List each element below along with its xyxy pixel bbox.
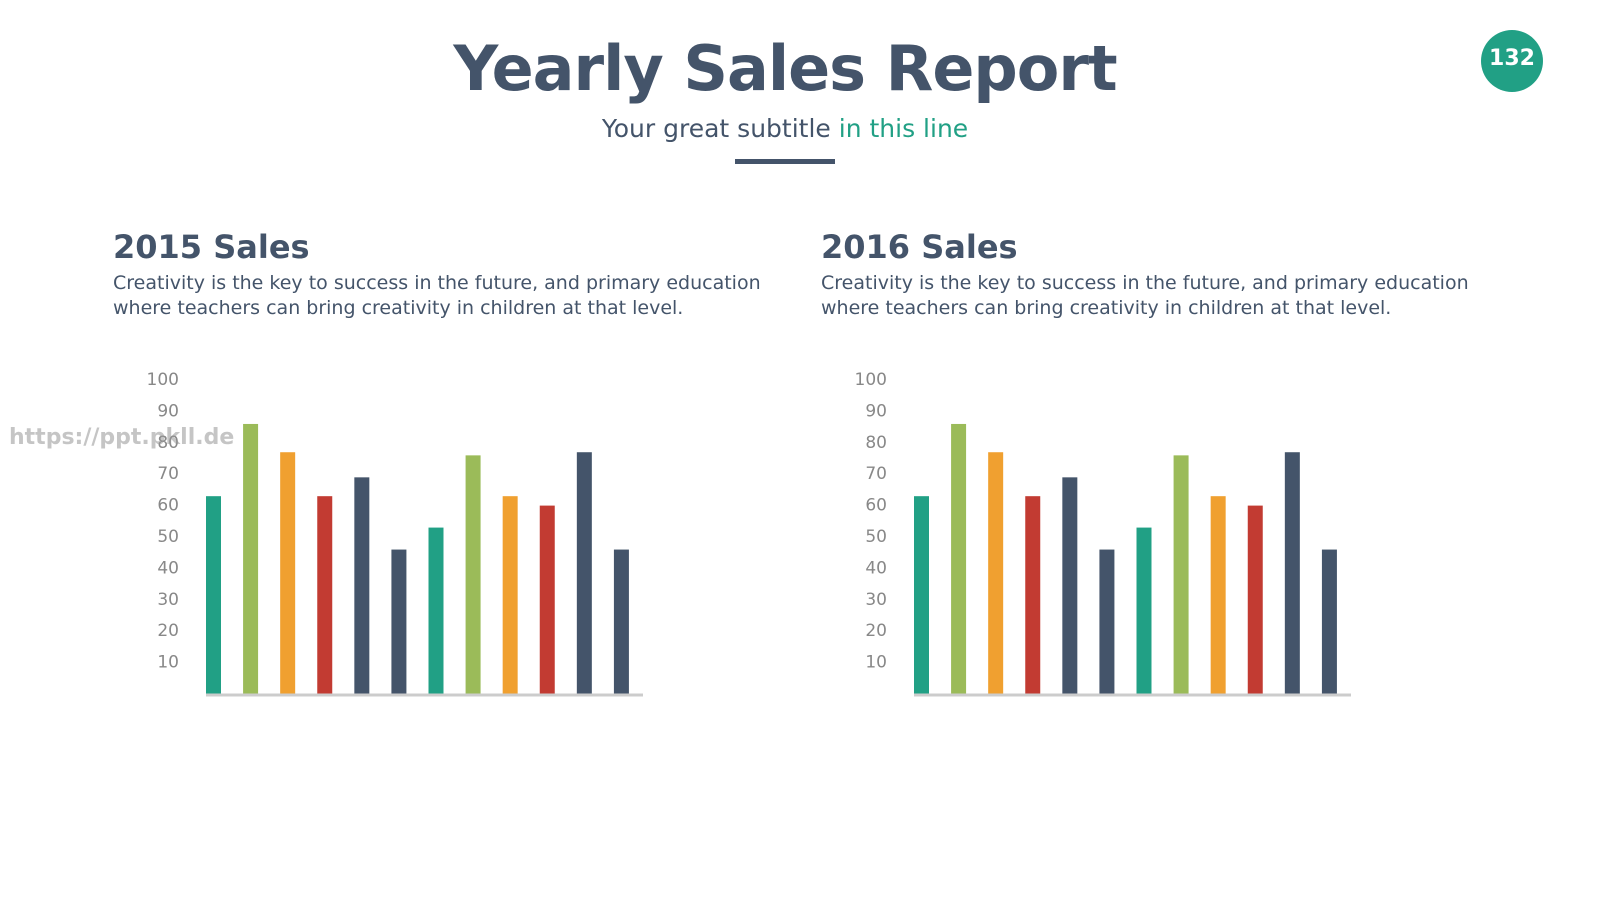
bar [1025, 496, 1041, 694]
bar [613, 549, 629, 694]
bar [1247, 505, 1263, 694]
y-tick-label: 100 [147, 370, 179, 390]
bar [206, 496, 221, 694]
bar [1099, 549, 1115, 694]
slide-subtitle: Your great subtitle in this line [0, 114, 1570, 143]
y-tick-label: 60 [865, 496, 887, 516]
y-tick-label: 60 [157, 496, 179, 516]
bar [1284, 452, 1300, 694]
bar [280, 452, 296, 694]
subtitle-highlight: in this line [838, 114, 969, 143]
watermark: https://ppt.pkll.de [9, 425, 235, 450]
chart-title: 2016 Sales [821, 228, 1018, 266]
slide-title: Yearly Sales Report [453, 32, 1117, 105]
y-tick-label: 20 [865, 621, 887, 641]
y-tick-label: 70 [865, 464, 887, 484]
bar [951, 423, 967, 694]
y-tick-label: 30 [157, 590, 179, 610]
bar [1136, 527, 1152, 694]
y-tick-label: 90 [865, 401, 887, 421]
y-tick-label: 10 [157, 653, 179, 673]
y-tick-label: 80 [865, 433, 887, 453]
subtitle-text: Your great subtitle [601, 114, 831, 143]
page-number: 132 [1481, 30, 1543, 92]
bar [539, 505, 555, 694]
y-tick-label: 10 [865, 653, 887, 673]
y-tick-label: 40 [865, 558, 887, 578]
bar [465, 455, 481, 694]
title-underline [735, 159, 835, 164]
y-tick-label: 20 [157, 621, 179, 641]
y-tick-label: 90 [157, 401, 179, 421]
y-tick-label: 40 [157, 558, 179, 578]
y-tick-label: 50 [865, 527, 887, 547]
y-tick-label: 50 [157, 527, 179, 547]
bar [1173, 455, 1189, 694]
bar [1210, 496, 1226, 694]
bar [354, 477, 370, 694]
y-tick-label: 30 [865, 590, 887, 610]
bar [576, 452, 592, 694]
y-tick-label: 80 [157, 433, 179, 453]
bar [914, 496, 929, 694]
chart-description: Creativity is the key to success in the … [821, 272, 1469, 319]
y-tick-label: 70 [157, 464, 179, 484]
bar [317, 496, 333, 694]
bar [502, 496, 518, 694]
chart-description: Creativity is the key to success in the … [113, 272, 761, 319]
bar [988, 452, 1004, 694]
bar [428, 527, 444, 694]
y-tick-label: 100 [855, 370, 887, 390]
bar [1321, 549, 1337, 694]
bar [243, 423, 259, 694]
bar [391, 549, 407, 694]
chart-title: 2015 Sales [113, 228, 310, 266]
bar [1062, 477, 1078, 694]
